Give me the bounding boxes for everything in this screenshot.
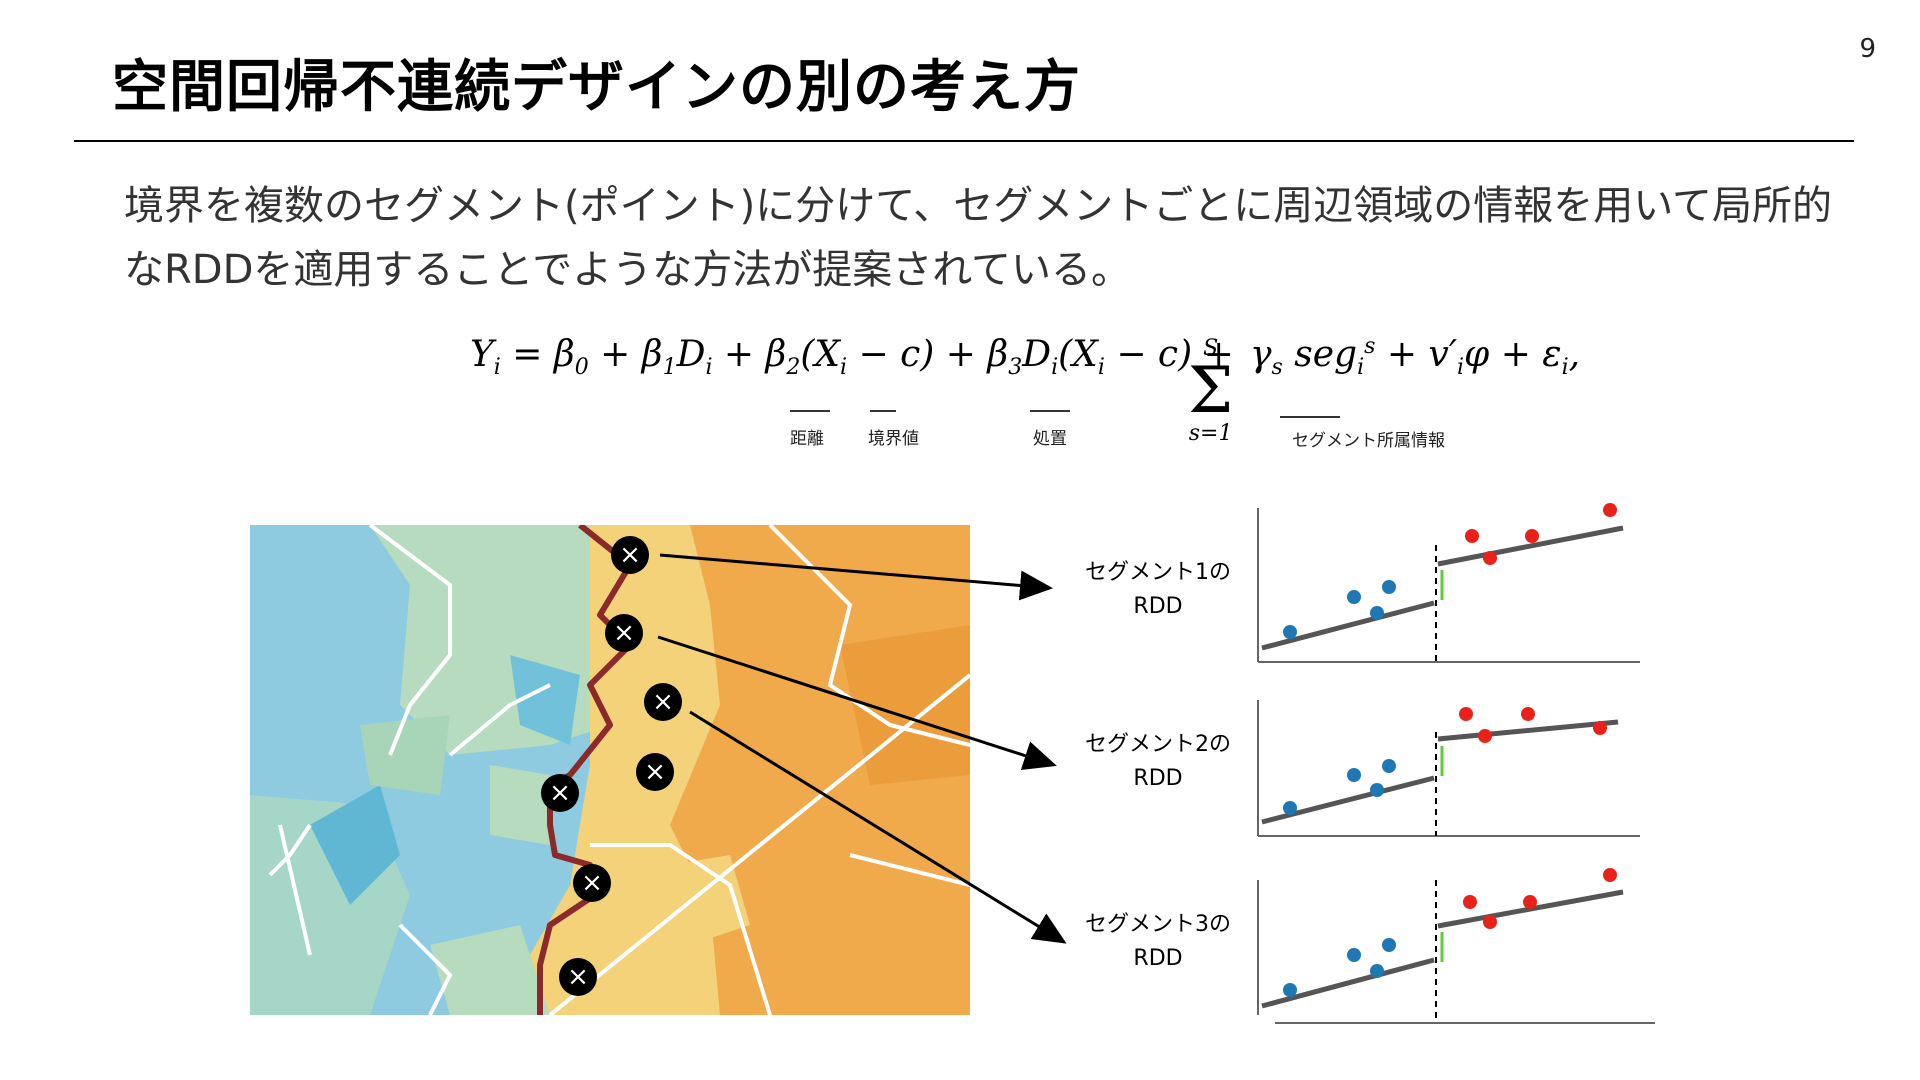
- underline-treatment: [1030, 410, 1070, 412]
- control-point: [1347, 948, 1361, 962]
- boundary-map: × × × × × × ×: [250, 525, 970, 1015]
- svg-text:×: ×: [619, 540, 641, 570]
- rdd-plot-segment-2: [1257, 700, 1640, 837]
- control-point: [1347, 590, 1361, 604]
- rdd-plot-segment-3: [1257, 868, 1655, 1024]
- svg-text:×: ×: [567, 962, 589, 992]
- control-point: [1347, 768, 1361, 782]
- segment-marker-1: ×: [611, 536, 649, 574]
- treated-point: [1603, 868, 1617, 882]
- arrow-segment-2: [657, 635, 1057, 771]
- label-segment-info: セグメント所属情報: [1292, 431, 1445, 451]
- control-point: [1382, 938, 1396, 952]
- svg-text:×: ×: [549, 778, 571, 808]
- label-boundary-value: 境界値: [868, 429, 919, 449]
- sum-upper-limit: S: [1203, 336, 1219, 361]
- treated-point: [1593, 721, 1607, 735]
- label-treatment: 処置: [1033, 429, 1067, 449]
- control-point: [1283, 801, 1297, 815]
- treated-point: [1483, 551, 1497, 565]
- segment-marker-5: ×: [541, 774, 579, 812]
- control-point: [1382, 580, 1396, 594]
- summation-symbol: S Σ s=1: [1188, 336, 1234, 446]
- segment-marker-2: ×: [605, 614, 643, 652]
- svg-text:×: ×: [613, 618, 635, 648]
- control-point: [1283, 983, 1297, 997]
- title-divider: [74, 140, 1854, 142]
- segment-2-label: セグメント2の RDD: [1085, 732, 1231, 791]
- arrow-segment-1: [659, 553, 1053, 601]
- regression-equation-tail: γs segis + v′iφ + εi,: [1250, 334, 1581, 381]
- rdd-plot-segment-1: [1257, 503, 1640, 663]
- underline-distance: [790, 410, 830, 412]
- svg-text:×: ×: [581, 868, 603, 898]
- underline-segment: [1280, 416, 1340, 418]
- segment-marker-7: ×: [559, 958, 597, 996]
- underline-boundary: [870, 410, 896, 412]
- control-point: [1370, 964, 1384, 978]
- treated-point: [1521, 707, 1535, 721]
- slide-title: 空間回帰不連続デザインの別の考え方: [112, 55, 1081, 120]
- body-text: 境界を複数のセグメント(ポイント)に分けて、セグメントごとに周辺領域の情報を用い…: [124, 183, 1833, 293]
- segment-marker-4: ×: [636, 753, 674, 791]
- treated-point: [1523, 895, 1537, 909]
- label-distance: 距離: [790, 429, 824, 449]
- segment-3-label: セグメント3の RDD: [1085, 912, 1231, 971]
- control-point: [1382, 759, 1396, 773]
- arrow-segment-3: [689, 710, 1067, 944]
- page-number: 9: [1859, 34, 1876, 64]
- segment-marker-6: ×: [573, 864, 611, 902]
- treated-point: [1525, 529, 1539, 543]
- segment-marker-3: ×: [644, 683, 682, 721]
- control-point: [1370, 606, 1384, 620]
- treated-point: [1603, 503, 1617, 517]
- treated-point: [1459, 707, 1473, 721]
- control-point: [1370, 783, 1384, 797]
- sum-lower-limit: s=1: [1188, 421, 1233, 446]
- treated-point: [1483, 915, 1497, 929]
- treated-point: [1478, 729, 1492, 743]
- treated-point: [1463, 895, 1477, 909]
- segment-1-label: セグメント1の RDD: [1085, 560, 1231, 619]
- treated-point: [1465, 529, 1479, 543]
- regression-equation: Yi = β0 + β1Di + β2(Xi − c) + β3Di(Xi − …: [470, 334, 1234, 381]
- control-point: [1283, 625, 1297, 639]
- svg-text:×: ×: [652, 687, 674, 717]
- svg-text:×: ×: [644, 757, 666, 787]
